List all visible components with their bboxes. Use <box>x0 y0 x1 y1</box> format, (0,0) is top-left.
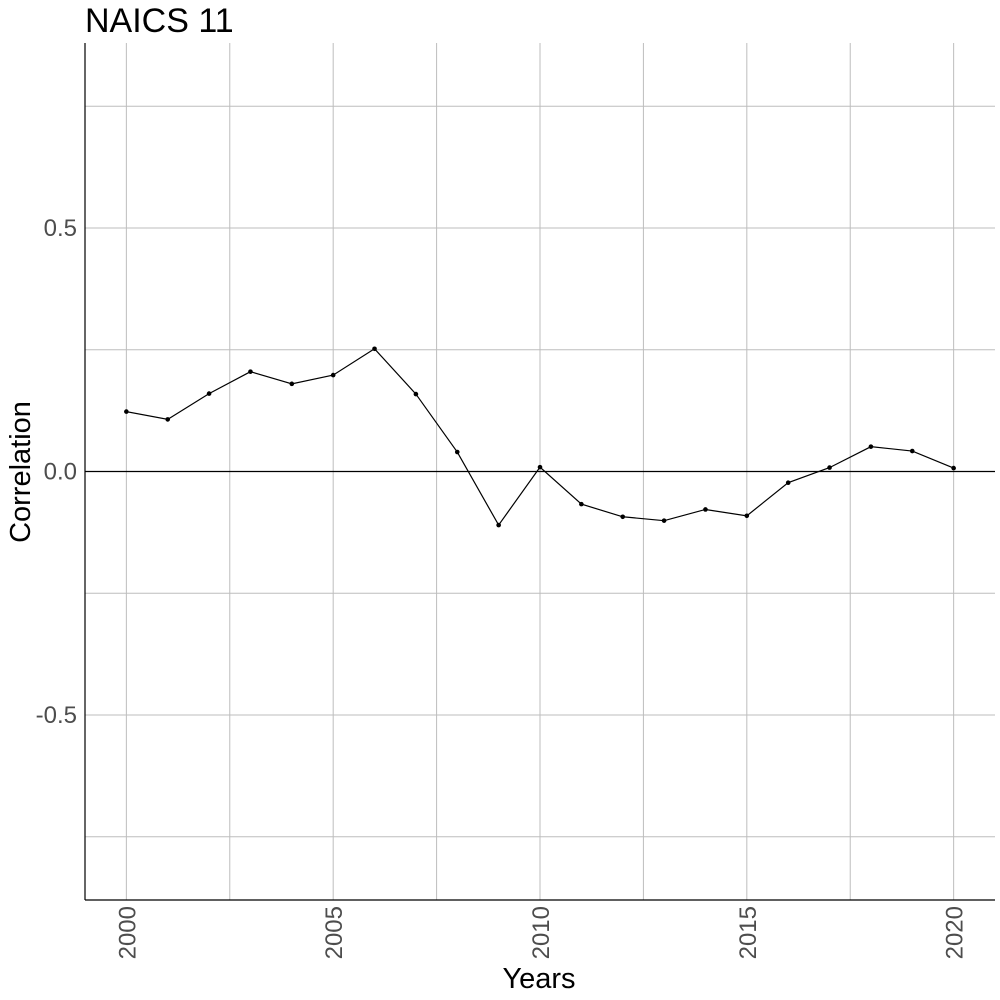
data-point <box>330 372 336 378</box>
y-tick-label: -0.5 <box>36 702 77 729</box>
tick-labels: -0.5 0.0 0.5 2000 2005 2010 2015 2020 <box>36 215 969 959</box>
y-tick-label: 0.5 <box>44 215 77 242</box>
data-point <box>372 346 377 352</box>
data-points <box>124 346 956 528</box>
chart-title: NAICS 11 <box>85 2 234 40</box>
data-point <box>206 391 212 396</box>
data-point <box>289 381 295 387</box>
axes <box>84 43 995 901</box>
data-point <box>909 448 915 454</box>
data-point <box>785 480 791 485</box>
x-tick-label: 2015 <box>735 906 762 959</box>
data-point <box>703 507 708 512</box>
data-point <box>248 369 253 374</box>
data-point <box>579 501 584 507</box>
data-point <box>124 409 129 414</box>
x-tick-label: 2020 <box>942 906 969 959</box>
data-point <box>496 522 501 528</box>
data-point <box>951 465 956 471</box>
data-point <box>868 444 874 449</box>
y-tick-label: 0.0 <box>44 459 77 486</box>
x-tick-label: 2005 <box>321 906 348 959</box>
x-tick-label: 2010 <box>528 906 555 959</box>
data-point <box>827 465 832 470</box>
data-point <box>537 464 543 470</box>
data-point <box>620 514 626 520</box>
y-axis-label: Correlation <box>5 401 37 543</box>
data-point <box>165 417 171 422</box>
x-axis-label: Years <box>502 963 575 995</box>
data-point <box>661 518 667 523</box>
x-tick-label: 2000 <box>114 906 141 959</box>
data-point <box>744 513 750 519</box>
data-point <box>413 391 419 397</box>
data-point <box>454 449 460 455</box>
